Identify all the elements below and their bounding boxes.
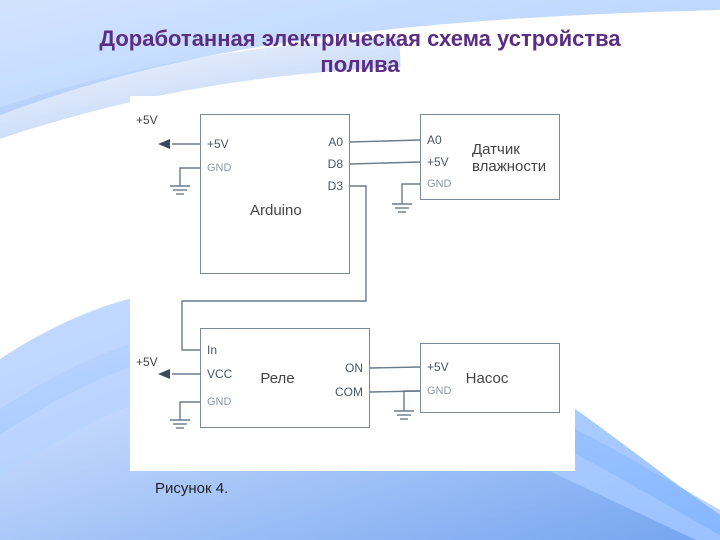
pin-label: VCC bbox=[207, 368, 232, 381]
power-label-bottom: +5V bbox=[136, 356, 158, 369]
pin-label: D8 bbox=[328, 158, 343, 171]
block-title-relay: Реле bbox=[260, 371, 294, 388]
pin-label: A0 bbox=[328, 136, 343, 149]
pin-label: GND bbox=[427, 178, 451, 190]
pin-label: +5V bbox=[207, 138, 229, 151]
pin-label: D3 bbox=[328, 180, 343, 193]
block-pump: Насос +5V GND bbox=[420, 343, 560, 413]
block-arduino: Arduino +5V GND A0 D8 D3 bbox=[200, 114, 350, 274]
pin-label: GND bbox=[207, 162, 231, 174]
pin-label: COM bbox=[335, 386, 363, 399]
pin-label: In bbox=[207, 344, 217, 357]
block-sensor: Датчик влажности A0 +5V GND bbox=[420, 114, 560, 200]
block-title-sensor: Датчик влажности bbox=[472, 142, 549, 175]
pin-label: A0 bbox=[427, 134, 442, 147]
figure-caption: Рисунок 4. bbox=[155, 480, 228, 497]
block-title-pump: Насос bbox=[466, 371, 509, 388]
circuit-diagram: +5V +5V Arduino +5V GND A0 D8 D3 Датчик влаж… bbox=[130, 96, 575, 471]
slide-title: Доработанная электрическая схема устройс… bbox=[70, 26, 650, 78]
pin-label: +5V bbox=[427, 361, 449, 374]
power-label-top: +5V bbox=[136, 114, 158, 127]
pin-label: GND bbox=[427, 385, 451, 397]
pin-label: +5V bbox=[427, 156, 449, 169]
pin-label: GND bbox=[207, 396, 231, 408]
slide: Доработанная электрическая схема устройс… bbox=[0, 0, 720, 540]
block-title-arduino: Arduino bbox=[250, 203, 302, 220]
block-relay: Реле In VCC GND ON COM bbox=[200, 328, 370, 428]
pin-label: ON bbox=[345, 362, 363, 375]
